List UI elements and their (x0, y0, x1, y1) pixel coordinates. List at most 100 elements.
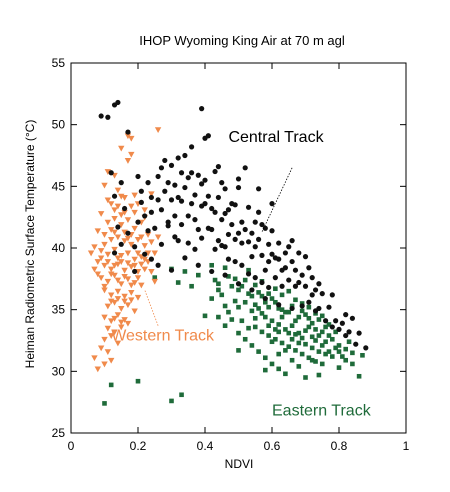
central-track-point (172, 182, 178, 188)
central-track-point (319, 291, 325, 297)
eastern-track-point (333, 345, 338, 351)
eastern-track-point (273, 286, 278, 291)
eastern-track-point (309, 345, 315, 351)
eastern-track-point (283, 309, 288, 315)
central-track-point (115, 99, 121, 106)
western-track-point (94, 259, 101, 265)
eastern-track-point (236, 287, 241, 293)
central-track-point (279, 283, 285, 289)
western-track-point (128, 241, 135, 248)
central-track-point (306, 265, 312, 271)
central-track-point (125, 129, 131, 135)
central-track-point (212, 246, 218, 252)
central-track-point (326, 304, 332, 310)
central-track-point (142, 213, 148, 219)
central-track-point (158, 241, 165, 247)
western-track-point (124, 302, 132, 309)
western-track-point (124, 217, 132, 224)
eastern-track-point (219, 292, 225, 298)
central-track-point (222, 272, 228, 278)
eastern-track-point (306, 355, 312, 361)
western-track-point (134, 236, 142, 243)
eastern-track-label: Eastern Track (272, 403, 372, 420)
central-track-point (195, 262, 201, 268)
eastern-track-point (242, 277, 248, 283)
eastern-track-point (296, 364, 302, 369)
central-track-point (269, 201, 275, 207)
central-track-point (132, 268, 138, 275)
eastern-track-point (229, 283, 235, 289)
eastern-track-point (276, 366, 281, 372)
western-track-point (101, 182, 108, 189)
central-track-point (229, 221, 235, 228)
western-track-point (104, 219, 112, 226)
eastern-track-point (319, 313, 325, 319)
western-track-point (114, 234, 122, 241)
central-track-point (178, 170, 185, 176)
western-track-point (124, 158, 132, 164)
eastern-track-point (269, 296, 275, 301)
western-track-point (128, 290, 135, 296)
eastern-track-point (286, 344, 292, 349)
eastern-track-point (216, 281, 221, 287)
western-track-point (104, 251, 112, 258)
central-track-point (195, 172, 201, 178)
central-track-point (222, 186, 228, 192)
central-track-point (316, 305, 322, 312)
western-track-point (101, 283, 108, 290)
eastern-track-point (330, 354, 335, 359)
eastern-track-point (289, 336, 295, 342)
eastern-track-point (316, 333, 322, 338)
central-track-point (155, 173, 161, 180)
eastern-track-point (333, 329, 338, 335)
western-track-point (121, 293, 128, 300)
central-track-point (189, 170, 195, 176)
central-track-point (205, 193, 211, 199)
axis-ticks: 0 0.2 0.4 0.6 0.8 1 25 30 35 40 45 50 55 (52, 56, 410, 453)
eastern-track-point (306, 324, 312, 330)
central-track-point (148, 209, 154, 215)
central-track-point (115, 224, 121, 230)
western-track-point (144, 232, 152, 238)
central-track-point (239, 240, 245, 246)
western-track-point (134, 294, 142, 301)
western-track-point (108, 292, 115, 299)
eastern-track-point (276, 322, 281, 327)
y-tick-label: 50 (52, 118, 66, 132)
central-track-point (199, 181, 205, 187)
eastern-track-point (222, 265, 228, 271)
central-track-point (266, 241, 272, 247)
eastern-track-point (309, 357, 315, 363)
eastern-track-point (350, 350, 355, 356)
central-track-point (189, 144, 195, 150)
central-track-point (252, 219, 258, 225)
western-track-point (148, 239, 155, 246)
central-track-point (256, 209, 262, 215)
central-track-point (158, 165, 165, 171)
eastern-track-point (216, 287, 221, 293)
central-track-point (266, 258, 272, 265)
central-track-point (276, 240, 282, 246)
central-track-point (195, 226, 201, 233)
central-track-point (215, 194, 221, 201)
western-track-point (114, 187, 122, 194)
western-track-point (121, 273, 128, 280)
western-track-point (128, 135, 135, 142)
eastern-track-point (209, 296, 214, 301)
central-track-point (145, 180, 151, 186)
central-track-point (239, 219, 245, 225)
central-track-point (269, 228, 275, 234)
eastern-track-point (273, 336, 278, 342)
central-track-point (158, 207, 165, 213)
central-track-point (249, 287, 255, 293)
central-track-point (225, 207, 232, 213)
central-track-point (245, 271, 252, 277)
central-track-point (192, 217, 198, 223)
western-track-point (111, 207, 118, 214)
eastern-track-point (276, 306, 281, 311)
eastern-track-point (303, 375, 308, 380)
eastern-track-point (252, 302, 258, 308)
eastern-track-point (273, 327, 278, 332)
eastern-track-point (263, 355, 268, 361)
western-track-point (111, 216, 118, 222)
